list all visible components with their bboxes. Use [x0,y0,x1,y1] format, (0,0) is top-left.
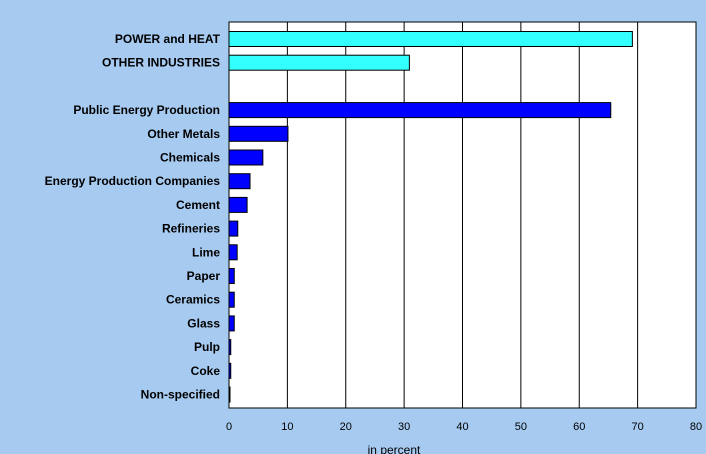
bars [228,31,633,403]
category-label: Lime [192,245,220,259]
category-label: OTHER INDUSTRIES [102,56,220,70]
category-label: Other Metals [147,127,220,141]
bar [228,196,248,213]
bar [228,268,235,284]
bar [228,173,251,190]
bar [228,362,232,379]
bar [228,291,235,308]
x-tick-label: 0 [226,421,232,433]
x-tick-label: 80 [690,421,702,433]
category-label: Non-specified [141,388,220,402]
category-label: Cement [176,198,220,212]
x-tick-label: 10 [281,421,293,433]
bar [228,386,231,403]
bar [228,102,612,119]
category-label: Public Energy Production [73,103,220,117]
x-tick-label: 20 [340,421,352,433]
bar [228,315,235,332]
x-tick-label: 50 [515,421,527,433]
x-tick-label: 30 [398,421,410,433]
category-label: Pulp [194,340,220,354]
category-label: Energy Production Companies [45,174,221,188]
category-label: Glass [187,316,220,330]
category-label: POWER and HEAT [115,32,221,46]
bar [228,54,410,71]
bar [228,125,289,142]
x-tick-label: 60 [573,421,585,433]
x-axis-title: in percent [368,443,421,454]
category-label: Chemicals [160,151,220,165]
gridlines [286,22,639,408]
bar [228,220,239,237]
bar [228,244,238,261]
category-label: Paper [187,269,221,283]
bar [228,339,232,356]
bar [228,149,264,166]
x-tick-label: 40 [456,421,468,433]
category-labels: POWER and HEAT OTHER INDUSTRIES Public Ene… [45,32,221,402]
category-label: Refineries [162,222,220,236]
category-label: Ceramics [166,293,220,307]
x-tick-labels: 0 10 20 30 40 50 60 70 80 [226,421,702,433]
x-tick-label: 70 [632,421,644,433]
category-label: Coke [191,364,221,378]
bar [228,31,633,47]
